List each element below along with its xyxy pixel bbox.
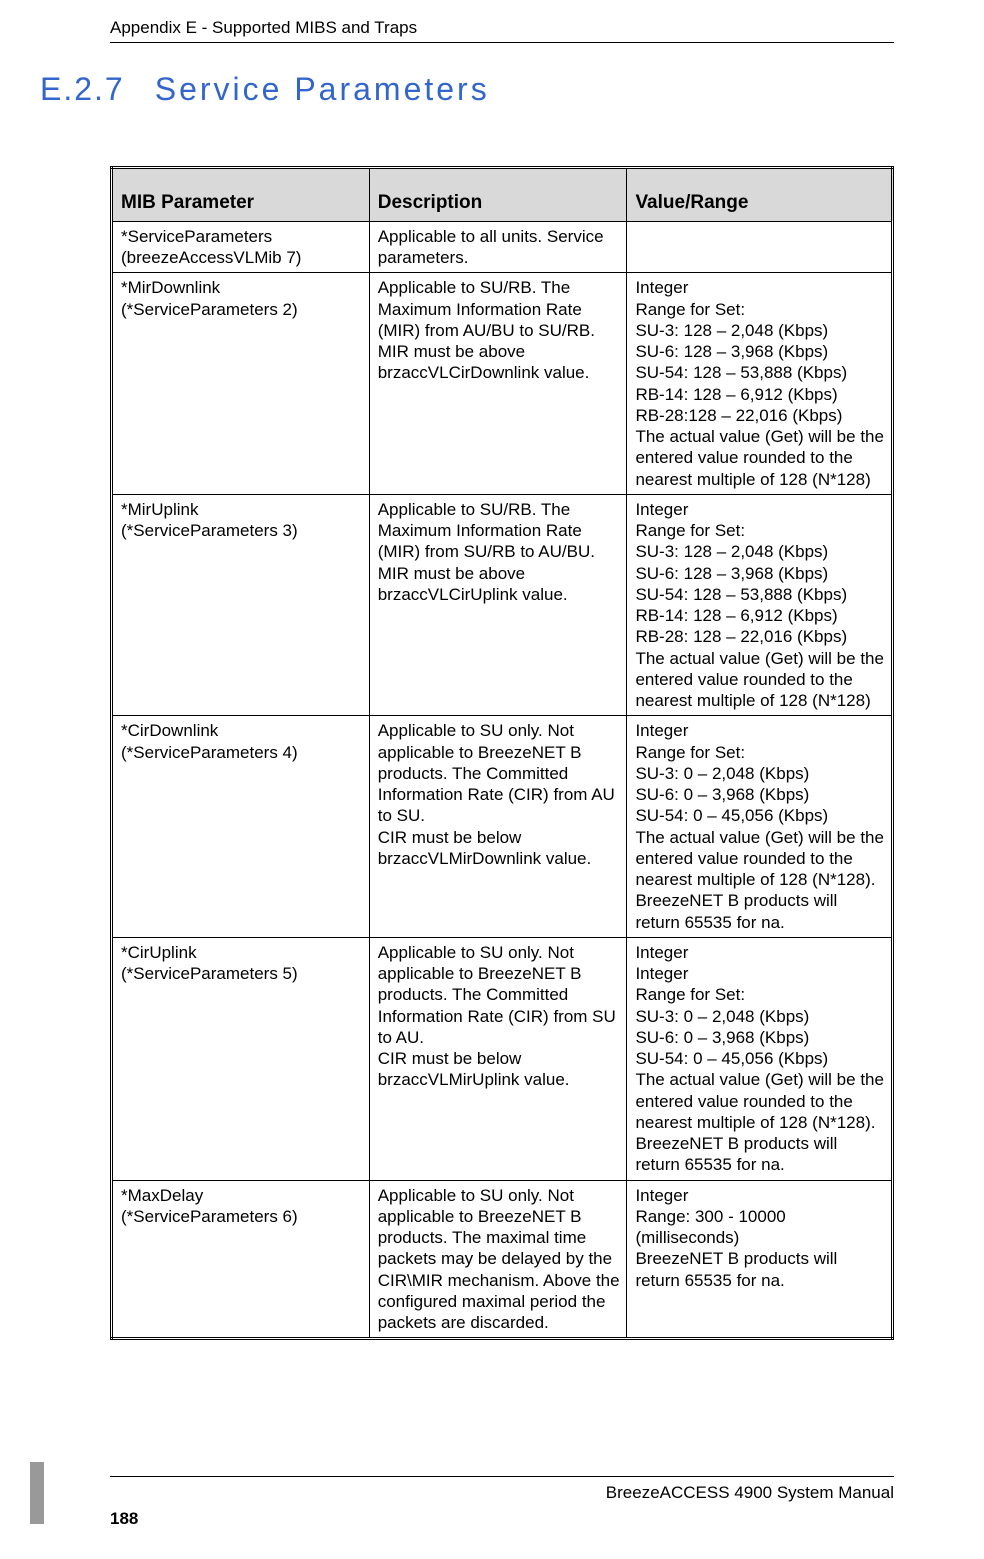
- cell-range: [627, 221, 893, 273]
- table-row: *CirUplink(*ServiceParameters 5) Applica…: [112, 937, 893, 1180]
- table-row: *ServiceParameters(breezeAccessVLMib 7) …: [112, 221, 893, 273]
- col-header-value-range: Value/Range: [627, 168, 893, 222]
- table-row: *MaxDelay(*ServiceParameters 6) Applicab…: [112, 1180, 893, 1339]
- cell-param: *MaxDelay(*ServiceParameters 6): [112, 1180, 370, 1339]
- cell-param: *MirUplink(*ServiceParameters 3): [112, 494, 370, 716]
- footer-manual-title: BreezeACCESS 4900 System Manual: [110, 1476, 894, 1503]
- table-header-row: MIB Parameter Description Value/Range: [112, 168, 893, 222]
- cell-desc: Applicable to SU/RB. The Maximum Informa…: [369, 273, 627, 495]
- cell-range: IntegerIntegerRange for Set:SU-3: 0 – 2,…: [627, 937, 893, 1180]
- cell-desc: Applicable to SU only. Not applicable to…: [369, 1180, 627, 1339]
- cell-range: IntegerRange for Set:SU-3: 0 – 2,048 (Kb…: [627, 716, 893, 938]
- cell-desc: Applicable to SU only. Not applicable to…: [369, 716, 627, 938]
- cell-desc: Applicable to all units. Service paramet…: [369, 221, 627, 273]
- table-row: *MirUplink(*ServiceParameters 3) Applica…: [112, 494, 893, 716]
- cell-param: *MirDownlink(*ServiceParameters 2): [112, 273, 370, 495]
- col-header-mib-parameter: MIB Parameter: [112, 168, 370, 222]
- section-heading: E.2.7 Service Parameters: [40, 71, 894, 108]
- page-number: 188: [110, 1509, 138, 1529]
- cell-range: IntegerRange for Set:SU-3: 128 – 2,048 (…: [627, 273, 893, 495]
- table-row: *CirDownlink(*ServiceParameters 4) Appli…: [112, 716, 893, 938]
- cell-range: IntegerRange: 300 - 10000 (milliseconds)…: [627, 1180, 893, 1339]
- page-header: Appendix E - Supported MIBS and Traps: [110, 18, 894, 43]
- col-header-description: Description: [369, 168, 627, 222]
- mib-parameters-table: MIB Parameter Description Value/Range *S…: [110, 166, 894, 1340]
- section-title: Service Parameters: [155, 71, 490, 107]
- side-accent-bar: [30, 1462, 44, 1524]
- cell-range: IntegerRange for Set:SU-3: 128 – 2,048 (…: [627, 494, 893, 716]
- cell-desc: Applicable to SU only. Not applicable to…: [369, 937, 627, 1180]
- cell-param: *CirDownlink(*ServiceParameters 4): [112, 716, 370, 938]
- cell-param: *CirUplink(*ServiceParameters 5): [112, 937, 370, 1180]
- cell-desc: Applicable to SU/RB. The Maximum Informa…: [369, 494, 627, 716]
- cell-param: *ServiceParameters(breezeAccessVLMib 7): [112, 221, 370, 273]
- table-row: *MirDownlink(*ServiceParameters 2) Appli…: [112, 273, 893, 495]
- section-number: E.2.7: [40, 71, 125, 107]
